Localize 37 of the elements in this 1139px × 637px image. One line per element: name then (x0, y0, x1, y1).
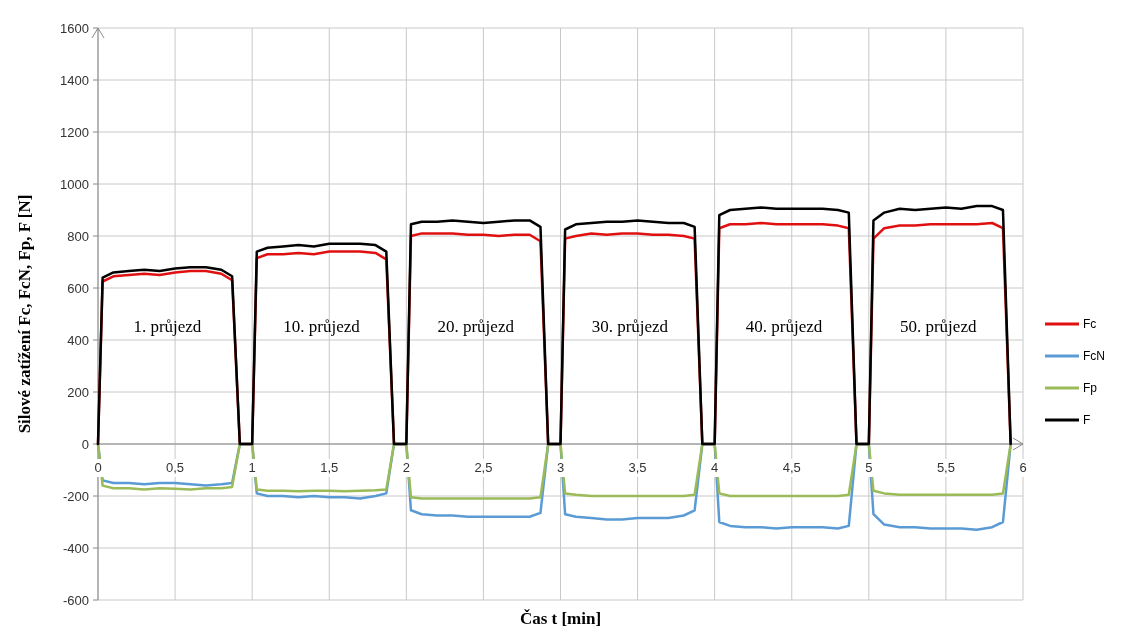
annotation: 40. průjezd (745, 316, 823, 336)
y-tick-label: -600 (62, 592, 89, 608)
y-tick-label: 600 (67, 280, 89, 296)
legend-label: F (1083, 413, 1091, 428)
annotation: 50. průjezd (899, 316, 977, 336)
y-tick-label: 1000 (60, 176, 89, 192)
y-tick-label: -200 (62, 488, 89, 504)
x-tick-label: 0,5 (166, 460, 185, 475)
y-tick-label: 0 (81, 436, 89, 452)
y-tick-label: 1400 (60, 72, 89, 88)
y-tick-label: 1200 (60, 124, 89, 140)
y-tick-label: 1600 (60, 20, 89, 36)
y-tick-label: -400 (62, 540, 89, 556)
x-tick-label: 2 (402, 460, 410, 475)
x-tick-label: 4 (711, 460, 719, 475)
y-tick-label: 800 (67, 228, 89, 244)
legend-label: FcN (1083, 349, 1105, 364)
annotation: 30. průjezd (591, 316, 669, 336)
legend-label: Fc (1083, 317, 1097, 332)
x-tick-label: 5,5 (936, 460, 955, 475)
x-tick-label: 3 (556, 460, 565, 475)
annotation: 20. průjezd (437, 316, 515, 336)
x-tick-label: 6 (1019, 460, 1027, 475)
x-axis-title: Čas t [min] (519, 609, 602, 628)
y-axis-title: Silové zatížení Fc, FcN, Fp, F [N] (15, 194, 34, 434)
x-tick-label: 4,5 (782, 460, 801, 475)
x-tick-label: 0 (94, 460, 102, 475)
legend-label: Fp (1083, 381, 1098, 396)
x-tick-label: 5 (865, 460, 873, 475)
x-tick-label: 3,5 (628, 460, 647, 475)
y-tick-label: 200 (67, 384, 89, 400)
annotation: 10. průjezd (283, 316, 361, 336)
y-tick-label: 400 (67, 332, 89, 348)
x-tick-label: 1 (248, 460, 256, 475)
x-tick-label: 2,5 (474, 460, 493, 475)
annotation: 1. průjezd (133, 316, 202, 336)
x-tick-label: 1,5 (320, 460, 339, 475)
